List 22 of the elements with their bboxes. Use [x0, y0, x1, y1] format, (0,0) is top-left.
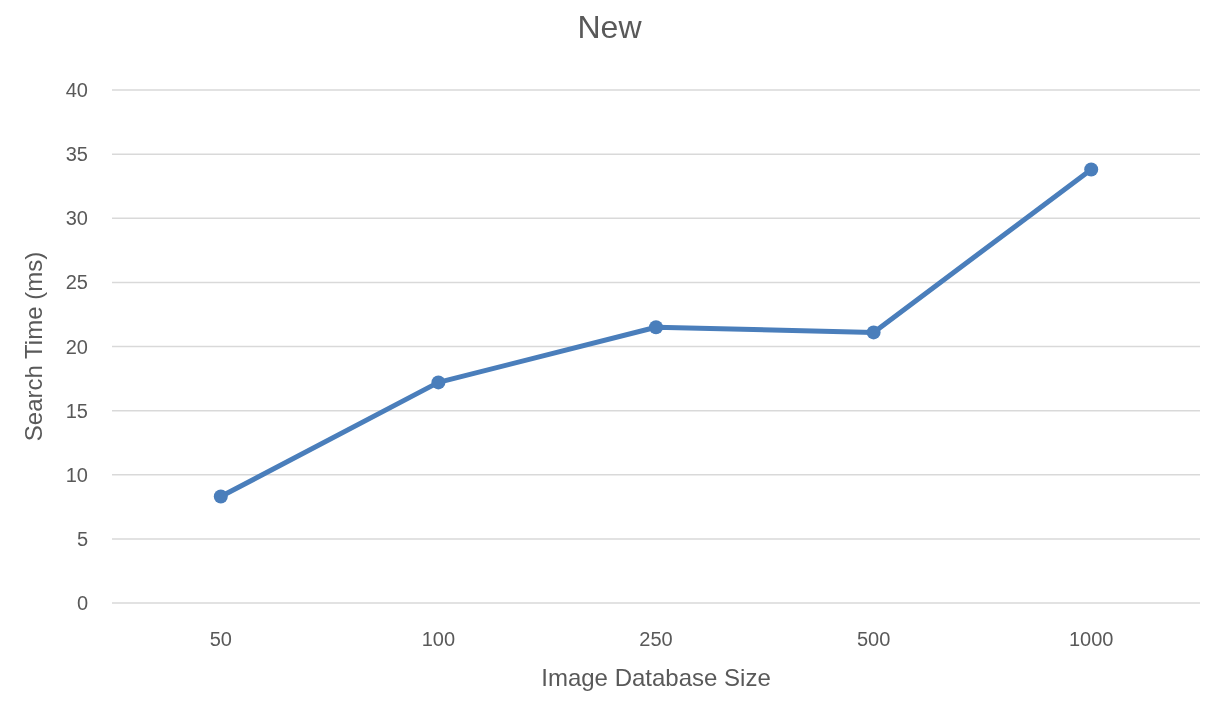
y-tick-label: 15 — [65, 399, 88, 422]
point — [1084, 162, 1099, 177]
y-tick-label: 30 — [65, 207, 88, 230]
y-tick-label: 0 — [76, 592, 88, 614]
y-tick-label: 20 — [65, 335, 88, 358]
y-tick-label: 35 — [65, 143, 88, 166]
y-tick-label: 25 — [65, 271, 88, 294]
x-axis-title: Image Database Size — [541, 664, 771, 691]
y-tick-label: 10 — [65, 463, 88, 486]
point — [431, 375, 446, 390]
y-tick-label: 40 — [65, 79, 88, 101]
x-tick-label: 50 — [209, 628, 232, 650]
y-axis-title: Search Time (ms) — [20, 251, 47, 442]
x-tick-label: 250 — [639, 628, 673, 650]
x-tick-label: 500 — [856, 628, 891, 650]
point — [866, 325, 881, 340]
chart-title: New — [577, 9, 643, 45]
x-tick-label: 1000 — [1068, 628, 1114, 650]
point — [213, 489, 228, 504]
y-tick-label: 5 — [76, 527, 88, 550]
x-tick-label: 100 — [421, 628, 456, 650]
point — [649, 320, 663, 335]
